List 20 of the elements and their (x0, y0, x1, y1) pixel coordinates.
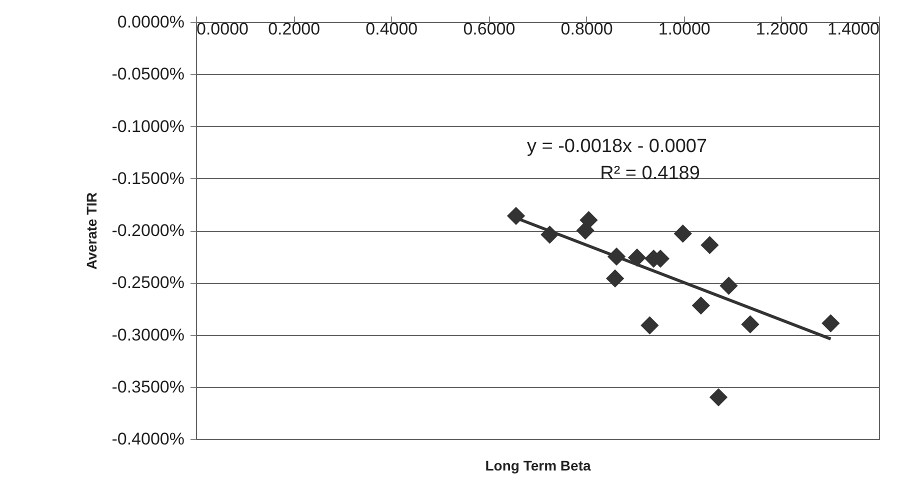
y-tick-label: -0.1000% (112, 116, 184, 136)
y-tick-label: -0.0500% (112, 64, 184, 84)
x-tick-label: 0.6000 (463, 20, 516, 38)
x-tick-label: 1.2000 (756, 20, 808, 38)
x-axis-title: Long Term Beta (485, 458, 591, 474)
y-tick-label: -0.4000% (112, 430, 184, 448)
y-tick-label: -0.1500% (112, 168, 184, 188)
y-axis-title: Averate TIR (84, 192, 100, 270)
x-tick-label: 0.2000 (268, 20, 320, 38)
x-tick-label: 0.8000 (560, 20, 613, 38)
y-tick-label: -0.3000% (112, 325, 184, 344)
x-tick-label: 0.4000 (366, 20, 418, 38)
y-tick-label: -0.2000% (112, 221, 184, 240)
annotation: y = -0.0018x - 0.0007 (526, 136, 708, 157)
y-tick-label: 0.0000% (117, 12, 184, 32)
x-tick-label: 1.0000 (658, 20, 710, 38)
y-tick-label: -0.2500% (112, 273, 184, 292)
x-tick-label: 0.0000 (196, 20, 248, 38)
y-tick-label: -0.3500% (112, 377, 184, 396)
x-tick-label: 1.4000 (828, 20, 880, 38)
